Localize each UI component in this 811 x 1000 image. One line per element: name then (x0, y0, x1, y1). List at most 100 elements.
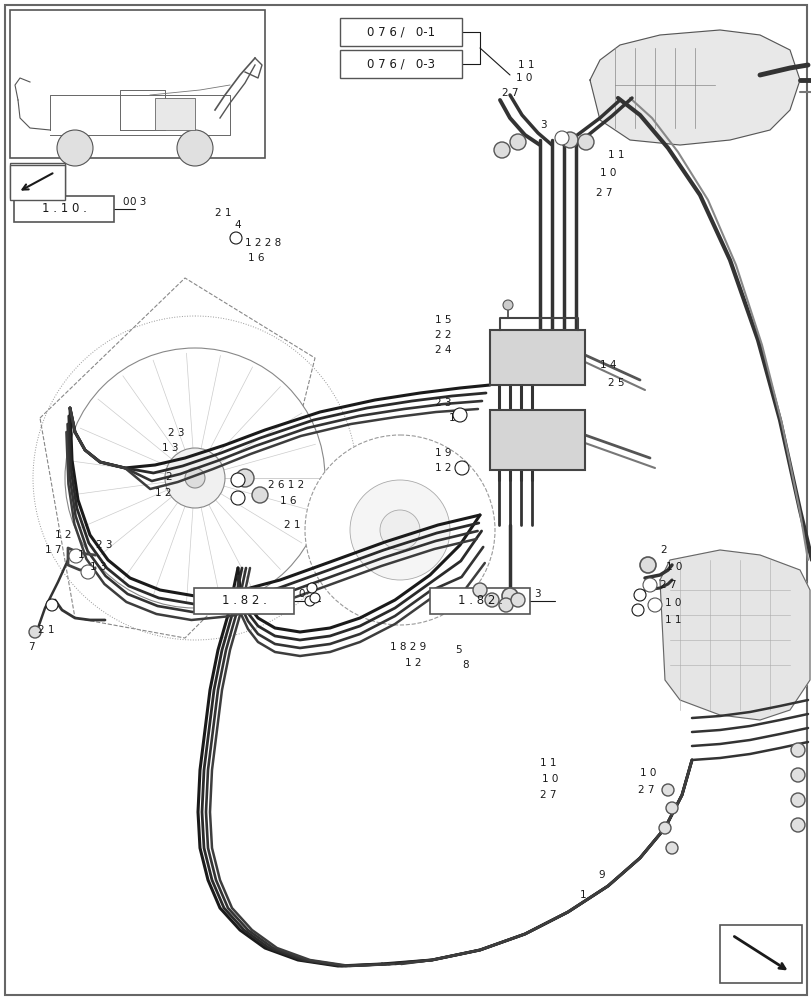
Text: 4: 4 (234, 220, 240, 230)
Text: 0: 0 (122, 197, 128, 207)
Text: 1 0: 1 0 (665, 562, 681, 572)
Text: 1 0: 1 0 (664, 598, 680, 608)
Circle shape (790, 818, 804, 832)
Text: 1: 1 (448, 413, 454, 423)
Circle shape (380, 510, 419, 550)
Circle shape (310, 593, 320, 603)
Bar (194, 588, 294, 614)
Text: 2 3: 2 3 (168, 428, 184, 438)
Text: 0 3: 0 3 (130, 197, 146, 207)
Text: 1 1: 1 1 (607, 150, 624, 160)
Circle shape (499, 598, 513, 612)
Circle shape (642, 578, 656, 592)
Circle shape (659, 822, 670, 834)
Circle shape (81, 565, 95, 579)
Text: 7: 7 (28, 642, 35, 652)
Circle shape (230, 473, 245, 487)
Text: 2 2: 2 2 (435, 330, 452, 340)
Circle shape (790, 793, 804, 807)
Circle shape (453, 408, 466, 422)
Text: 2 1: 2 1 (38, 625, 54, 635)
Bar (10, 10, 264, 158)
Circle shape (46, 599, 58, 611)
Circle shape (65, 348, 324, 608)
Bar (10, 163, 65, 198)
Text: 2 4: 2 4 (435, 345, 452, 355)
Bar (14, 196, 114, 222)
Text: 9: 9 (597, 870, 604, 880)
Circle shape (165, 448, 225, 508)
Circle shape (501, 588, 517, 604)
Text: 1 2: 1 2 (55, 530, 71, 540)
Text: 2 7: 2 7 (539, 790, 556, 800)
Text: 1: 1 (78, 550, 84, 560)
Text: 5: 5 (454, 645, 461, 655)
Circle shape (554, 131, 569, 145)
Circle shape (631, 604, 643, 616)
Text: 1 4: 1 4 (599, 360, 616, 370)
Circle shape (639, 557, 655, 573)
Text: 1 1: 1 1 (517, 60, 534, 70)
Text: 1 3: 1 3 (162, 443, 178, 453)
Bar (489, 410, 584, 470)
Text: 2 7: 2 7 (659, 580, 676, 590)
Text: 3: 3 (539, 120, 546, 130)
Circle shape (251, 487, 268, 503)
Circle shape (177, 130, 212, 166)
Text: 1 5: 1 5 (435, 315, 452, 325)
Text: 0: 0 (298, 589, 304, 599)
Text: 2 7: 2 7 (595, 188, 611, 198)
Circle shape (57, 130, 93, 166)
Circle shape (230, 491, 245, 505)
Bar (340, 18, 461, 46)
Text: 1 2: 1 2 (405, 658, 421, 668)
Text: 2 7: 2 7 (637, 785, 654, 795)
Polygon shape (659, 550, 809, 720)
Circle shape (236, 469, 254, 487)
Text: 0 7 6 /   0-3: 0 7 6 / 0-3 (367, 58, 435, 71)
Text: 0 7 6 /   0-1: 0 7 6 / 0-1 (367, 26, 435, 39)
Text: 1 2 2 8: 1 2 2 8 (245, 238, 281, 248)
Text: 1: 1 (579, 890, 586, 900)
Text: 2 6 1 2: 2 6 1 2 (268, 480, 304, 490)
Circle shape (665, 802, 677, 814)
Text: 1 1: 1 1 (539, 758, 556, 768)
Circle shape (305, 435, 495, 625)
Text: 1 1: 1 1 (664, 615, 680, 625)
Circle shape (661, 784, 673, 796)
Text: 1 3: 1 3 (90, 562, 106, 572)
Circle shape (29, 626, 41, 638)
Text: 1 2: 1 2 (155, 488, 171, 498)
Circle shape (790, 743, 804, 757)
Circle shape (790, 768, 804, 782)
Bar (489, 330, 584, 385)
Text: 1 9: 1 9 (435, 448, 452, 458)
Text: 1 0: 1 0 (639, 768, 655, 778)
Circle shape (454, 461, 469, 475)
Text: 1 0: 1 0 (541, 774, 558, 784)
Text: 1 2: 1 2 (435, 463, 452, 473)
Circle shape (493, 142, 509, 158)
Text: 1 6: 1 6 (280, 496, 296, 506)
Circle shape (305, 596, 315, 606)
Text: 1 . 8 2 .: 1 . 8 2 . (457, 594, 502, 607)
Text: 2 5: 2 5 (607, 378, 624, 388)
Text: 1 . 1 0 .: 1 . 1 0 . (41, 202, 86, 216)
Text: 2 1: 2 1 (215, 208, 231, 218)
Text: 1 . 8 2 .: 1 . 8 2 . (221, 594, 266, 607)
Bar (430, 588, 530, 614)
Text: 2: 2 (165, 472, 171, 482)
Text: 1 0: 1 0 (599, 168, 616, 178)
Circle shape (509, 134, 526, 150)
Circle shape (577, 134, 594, 150)
Text: 8: 8 (461, 660, 468, 670)
Circle shape (307, 583, 316, 593)
Text: 1 0: 1 0 (515, 73, 532, 83)
Bar (155, 98, 195, 130)
Circle shape (510, 593, 525, 607)
Text: 3: 3 (534, 589, 540, 599)
Text: 2 7: 2 7 (501, 88, 518, 98)
Circle shape (473, 583, 487, 597)
Circle shape (502, 300, 513, 310)
Text: 2: 2 (659, 545, 666, 555)
